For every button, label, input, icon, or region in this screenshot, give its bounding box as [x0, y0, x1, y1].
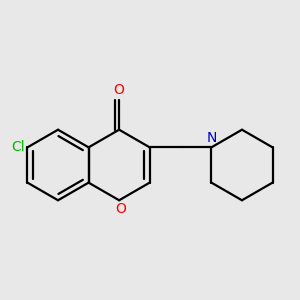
Text: O: O: [116, 202, 126, 216]
Text: Cl: Cl: [11, 140, 25, 154]
Text: N: N: [206, 130, 217, 145]
Text: O: O: [114, 83, 124, 97]
